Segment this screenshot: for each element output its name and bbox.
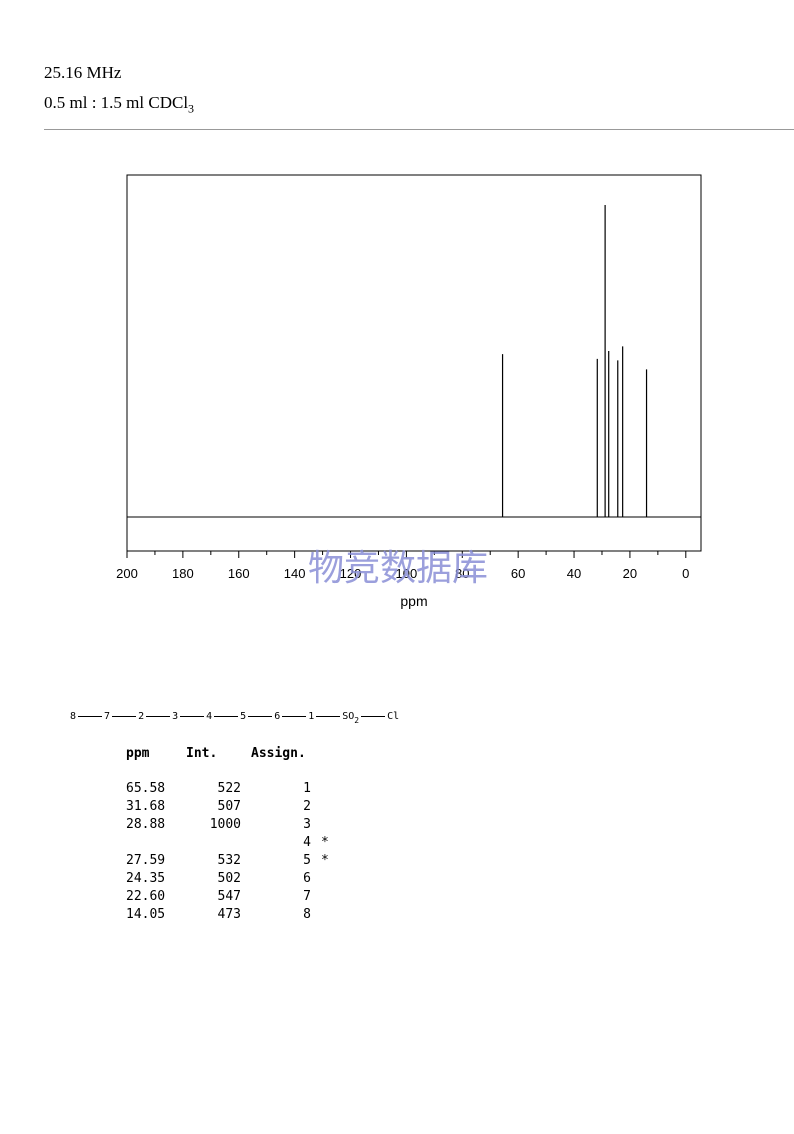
structure-bond — [112, 716, 137, 717]
structure-subscript: 2 — [354, 715, 360, 725]
cell-star: * — [321, 835, 329, 850]
cell-ppm: 22.60 — [126, 889, 166, 904]
cell-assign: 8 — [303, 907, 311, 922]
cell-star — [311, 816, 341, 834]
tick-label-40: 40 — [567, 566, 581, 581]
table-row: 65.58 522 1 — [122, 780, 341, 798]
cell-star — [311, 906, 341, 924]
table-row: 24.35 502 6 — [122, 870, 341, 888]
cell-assign: 7 — [303, 889, 311, 904]
structure-bond — [282, 716, 307, 717]
structure-diagram: 8 7 2 3 4 5 6 1 SO2 Cl — [70, 711, 399, 725]
cell-ppm: 65.58 — [126, 781, 166, 796]
plot-frame — [126, 174, 702, 552]
cell-star — [311, 798, 341, 816]
cell-star: * — [321, 853, 329, 868]
peak-table-header: ppm Int. Assign. — [122, 744, 341, 780]
table-row: 14.05 473 8 — [122, 906, 341, 924]
structure-bond — [316, 716, 341, 717]
structure-atom: 1 — [308, 711, 315, 722]
nmr-spectrum-chart: 200 180 160 140 120 100 80 60 40 20 0 物竞数据库 ppm — [116, 174, 702, 609]
structure-atom: 2 — [138, 711, 145, 722]
table-row: 27.59 532 5 * — [122, 852, 341, 870]
tick-label-20: 20 — [623, 566, 637, 581]
structure-atom: 4 — [206, 711, 213, 722]
cell-ppm: 14.05 — [126, 907, 166, 922]
tick-label-160: 160 — [228, 566, 250, 581]
structure-atom: 8 — [70, 711, 77, 722]
structure-atom: SO — [342, 711, 355, 722]
tick-label-0: 0 — [682, 566, 689, 581]
cell-int: 502 — [217, 871, 241, 886]
cell-star — [311, 780, 341, 798]
x-axis-label: ppm — [400, 593, 427, 609]
frequency-label: 25.16 MHz — [44, 63, 122, 82]
peaks-layer — [501, 205, 648, 517]
tick-label-140: 140 — [284, 566, 306, 581]
solvent-text: 0.5 ml : 1.5 ml CDCl — [44, 93, 189, 112]
header-assign: Assign. — [251, 745, 306, 761]
structure-bond — [361, 716, 386, 717]
cell-int: 1000 — [209, 817, 241, 832]
header-divider — [44, 129, 794, 130]
cell-assign: 6 — [303, 871, 311, 886]
structure-atom: 6 — [274, 711, 281, 722]
peak-table: ppm Int. Assign. 65.58 522 1 31.68 507 2 28.88… — [122, 744, 341, 924]
header-ppm: ppm — [126, 745, 150, 761]
table-row: 31.68 507 2 — [122, 798, 341, 816]
x-axis-ticks: 200 180 160 140 120 100 80 60 40 20 0 — [116, 551, 689, 581]
tick-label-200: 200 — [116, 566, 138, 581]
cell-ppm: 28.88 — [126, 817, 166, 832]
cell-ppm — [122, 834, 186, 852]
structure-bond — [78, 716, 103, 717]
cell-int — [186, 834, 241, 852]
table-row: 28.88 1000 3 — [122, 816, 341, 834]
cell-assign: 1 — [303, 781, 311, 796]
tick-label-120: 120 — [340, 566, 362, 581]
cell-star — [311, 870, 341, 888]
cell-assign: 4 — [303, 835, 311, 850]
tick-label-60: 60 — [511, 566, 525, 581]
structure-bond — [180, 716, 205, 717]
structure-bond — [248, 716, 273, 717]
solvent-subscript: 3 — [188, 101, 195, 116]
cell-assign: 5 — [303, 853, 311, 868]
cell-int: 547 — [217, 889, 241, 904]
cell-ppm: 27.59 — [126, 853, 166, 868]
structure-atom: Cl — [387, 711, 400, 722]
cell-assign: 2 — [303, 799, 311, 814]
structure-atom: 3 — [172, 711, 179, 722]
cell-star — [311, 888, 341, 906]
tick-label-180: 180 — [172, 566, 194, 581]
structure-bond — [214, 716, 239, 717]
structure-atom: 5 — [240, 711, 247, 722]
cell-int: 473 — [217, 907, 241, 922]
header-spacer — [311, 744, 341, 780]
spectrum-header: 25.16 MHz 0.5 ml : 1.5 ml CDCl3 — [44, 58, 194, 123]
cell-ppm: 31.68 — [126, 799, 166, 814]
structure-bond — [146, 716, 171, 717]
cell-int: 522 — [217, 781, 241, 796]
structure-atom: 7 — [104, 711, 111, 722]
header-int: Int. — [186, 745, 218, 761]
solvent-label: 0.5 ml : 1.5 ml CDCl3 — [44, 88, 194, 123]
tick-label-80: 80 — [455, 566, 469, 581]
cell-assign: 3 — [303, 817, 311, 832]
watermark: 物竞数据库 — [308, 548, 488, 589]
cell-int: 532 — [217, 853, 241, 868]
table-row: 4 * — [122, 834, 341, 852]
cell-int: 507 — [217, 799, 241, 814]
tick-label-100: 100 — [396, 566, 418, 581]
cell-ppm: 24.35 — [126, 871, 166, 886]
table-row: 22.60 547 7 — [122, 888, 341, 906]
